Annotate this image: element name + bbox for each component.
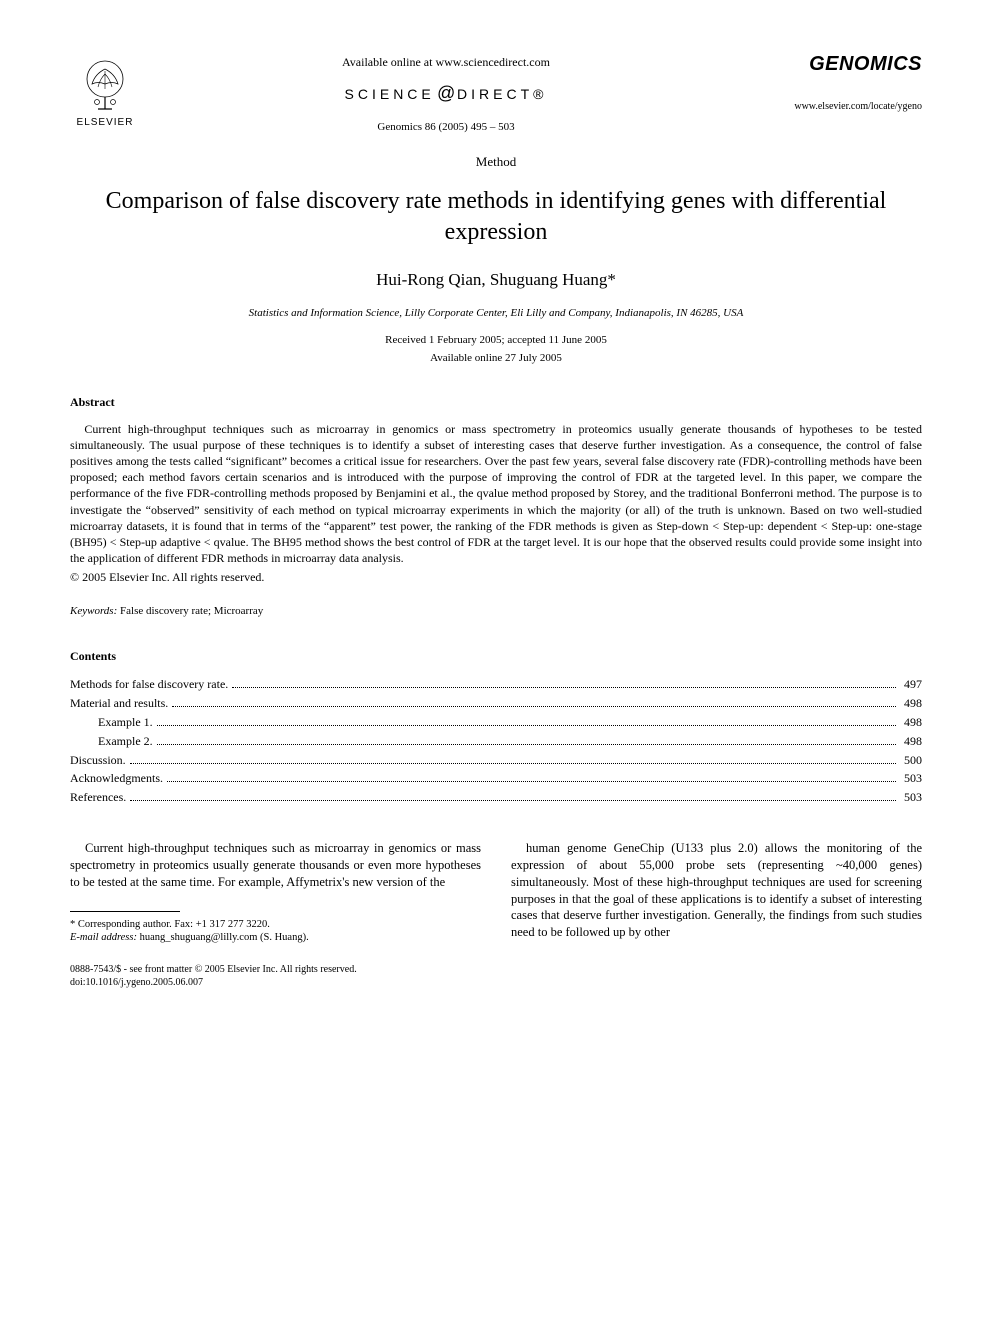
toc-dots	[167, 781, 896, 782]
journal-title: GENOMICS	[752, 50, 922, 78]
toc-row: Discussion. 500	[70, 752, 922, 769]
toc-page: 498	[900, 714, 922, 731]
sciencedirect-logo: SCIENCE@DIRECT®	[140, 81, 752, 106]
body-columns: Current high-throughput techniques such …	[70, 840, 922, 945]
received-accepted-dates: Received 1 February 2005; accepted 11 Ju…	[70, 333, 922, 348]
citation-text: Genomics 86 (2005) 495 – 503	[140, 120, 752, 135]
header-center: Available online at www.sciencedirect.co…	[140, 50, 752, 135]
table-of-contents: Methods for false discovery rate. 497 Mate…	[70, 676, 922, 806]
email-footnote: E-mail address: huang_shuguang@lilly.com…	[70, 931, 481, 945]
bottom-metadata: 0888-7543/$ - see front matter © 2005 El…	[70, 963, 922, 989]
toc-page: 498	[900, 733, 922, 750]
toc-label: Example 1.	[70, 714, 153, 731]
toc-row: Example 2. 498	[70, 733, 922, 750]
body-column-left: Current high-throughput techniques such …	[70, 840, 481, 945]
journal-url: www.elsevier.com/locate/ygeno	[752, 100, 922, 114]
publisher-logo: ELSEVIER	[70, 50, 140, 130]
affiliation: Statistics and Information Science, Lill…	[70, 306, 922, 321]
body-column-right: human genome GeneChip (U133 plus 2.0) al…	[511, 840, 922, 945]
abstract-text: Current high-throughput techniques such …	[70, 421, 922, 567]
toc-page: 503	[900, 789, 922, 806]
page-header: ELSEVIER Available online at www.science…	[70, 50, 922, 135]
issn-copyright-line: 0888-7543/$ - see front matter © 2005 El…	[70, 963, 922, 976]
corresponding-author-footnote: * Corresponding author. Fax: +1 317 277 …	[70, 918, 481, 932]
toc-dots	[157, 725, 896, 726]
toc-label: Discussion.	[70, 752, 126, 769]
toc-row: Methods for false discovery rate. 497	[70, 676, 922, 693]
toc-dots	[130, 763, 896, 764]
toc-page: 500	[900, 752, 922, 769]
sciencedirect-suffix: DIRECT®	[457, 86, 547, 102]
toc-row: References. 503	[70, 789, 922, 806]
abstract-heading: Abstract	[70, 394, 922, 411]
toc-dots	[232, 687, 896, 688]
toc-page: 497	[900, 676, 922, 693]
toc-label: References.	[70, 789, 126, 806]
doi-line: doi:10.1016/j.ygeno.2005.06.007	[70, 976, 922, 989]
article-title: Comparison of false discovery rate metho…	[70, 186, 922, 248]
keywords-label: Keywords:	[70, 605, 117, 617]
body-paragraph: human genome GeneChip (U133 plus 2.0) al…	[511, 840, 922, 941]
toc-dots	[172, 706, 896, 707]
toc-row: Example 1. 498	[70, 714, 922, 731]
toc-page: 498	[900, 695, 922, 712]
toc-row: Material and results. 498	[70, 695, 922, 712]
available-online-text: Available online at www.sciencedirect.co…	[140, 54, 752, 71]
email-value: huang_shuguang@lilly.com (S. Huang).	[137, 932, 309, 943]
available-online-date: Available online 27 July 2005	[70, 351, 922, 366]
toc-dots	[157, 744, 896, 745]
journal-block: GENOMICS www.elsevier.com/locate/ygeno	[752, 50, 922, 114]
keywords-line: Keywords: False discovery rate; Microarr…	[70, 604, 922, 619]
toc-label: Material and results.	[70, 695, 168, 712]
contents-heading: Contents	[70, 648, 922, 665]
toc-dots	[130, 800, 896, 801]
toc-row: Acknowledgments. 503	[70, 770, 922, 787]
toc-label: Methods for false discovery rate.	[70, 676, 228, 693]
sciencedirect-prefix: SCIENCE	[345, 86, 435, 102]
authors: Hui-Rong Qian, Shuguang Huang*	[70, 268, 922, 292]
publisher-name: ELSEVIER	[77, 116, 134, 130]
abstract-copyright: © 2005 Elsevier Inc. All rights reserved…	[70, 569, 922, 586]
elsevier-tree-icon	[80, 59, 130, 114]
keywords-text: False discovery rate; Microarray	[117, 605, 263, 617]
sciencedirect-at-icon: @	[437, 83, 455, 103]
toc-label: Acknowledgments.	[70, 770, 163, 787]
toc-page: 503	[900, 770, 922, 787]
email-label: E-mail address:	[70, 932, 137, 943]
article-type: Method	[70, 153, 922, 171]
footnote-rule	[70, 911, 180, 912]
toc-label: Example 2.	[70, 733, 153, 750]
body-paragraph: Current high-throughput techniques such …	[70, 840, 481, 891]
